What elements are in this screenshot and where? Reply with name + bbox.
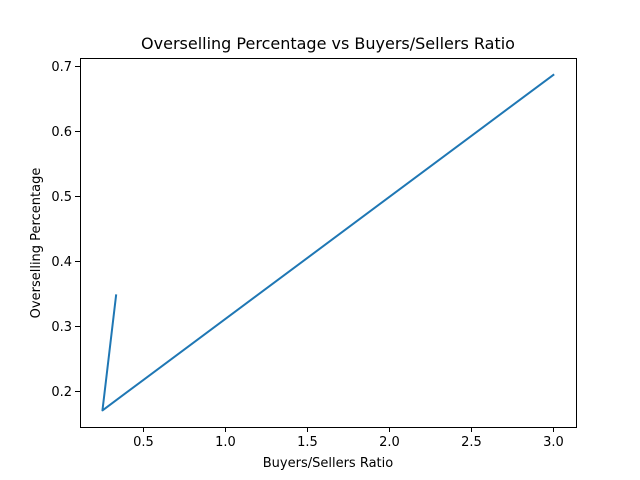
x-tick-label: 1.5 xyxy=(297,435,318,450)
y-tick-label: 0.6 xyxy=(51,125,72,140)
x-tick-label: 0.5 xyxy=(133,435,154,450)
plot-frame xyxy=(80,58,577,428)
x-axis-ticks: 0.5 1.0 1.5 2.0 2.5 3.0 xyxy=(133,427,564,450)
y-tick-label: 0.5 xyxy=(51,190,72,205)
y-tick-label: 0.3 xyxy=(51,320,72,335)
y-tick-label: 0.7 xyxy=(51,60,72,75)
x-axis-label: Buyers/Sellers Ratio xyxy=(263,456,393,471)
x-tick-label: 2.5 xyxy=(461,435,482,450)
chart-title: Overselling Percentage vs Buyers/Sellers… xyxy=(141,34,515,53)
x-tick-label: 3.0 xyxy=(543,435,564,450)
y-tick-label: 0.2 xyxy=(51,385,72,400)
series-line xyxy=(101,73,555,412)
series-layer xyxy=(101,73,555,412)
x-tick-label: 2.0 xyxy=(379,435,400,450)
y-tick-label: 0.4 xyxy=(51,255,72,270)
y-axis-label: Overselling Percentage xyxy=(29,168,44,319)
x-tick-label: 1.0 xyxy=(215,435,236,450)
y-axis-ticks: 0.2 0.3 0.4 0.5 0.6 0.7 xyxy=(51,60,80,400)
